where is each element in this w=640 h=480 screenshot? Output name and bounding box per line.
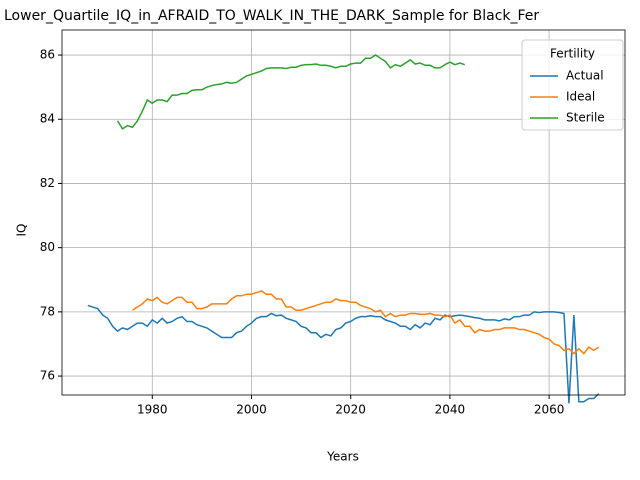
x-axis-label: Years bbox=[326, 450, 359, 464]
x-tick-label: 2060 bbox=[534, 403, 565, 417]
x-tick-label: 2000 bbox=[236, 403, 267, 417]
legend-title: Fertility bbox=[550, 47, 595, 61]
x-tick-label: 2040 bbox=[435, 403, 466, 417]
y-axis-label: IQ bbox=[15, 224, 29, 237]
y-tick-label: 80 bbox=[40, 240, 55, 254]
y-tick-label: 84 bbox=[40, 112, 55, 126]
x-tick-label: 2020 bbox=[335, 403, 366, 417]
y-tick-label: 86 bbox=[40, 48, 55, 62]
y-tick-label: 82 bbox=[40, 176, 55, 190]
legend-label: Actual bbox=[566, 69, 604, 83]
legend-label: Ideal bbox=[566, 90, 595, 104]
y-tick-label: 78 bbox=[40, 304, 55, 318]
chart-title: Lower_Quartile_IQ_in_AFRAID_TO_WALK_IN_T… bbox=[4, 8, 539, 24]
line-series bbox=[87, 304, 600, 404]
legend-box bbox=[521, 39, 624, 131]
y-tick-label: 76 bbox=[40, 369, 55, 383]
plot-frame bbox=[61, 29, 626, 396]
line-series bbox=[132, 290, 600, 355]
legend-label: Sterile bbox=[566, 111, 605, 125]
x-tick-label: 1980 bbox=[137, 403, 168, 417]
line-series bbox=[116, 54, 466, 130]
